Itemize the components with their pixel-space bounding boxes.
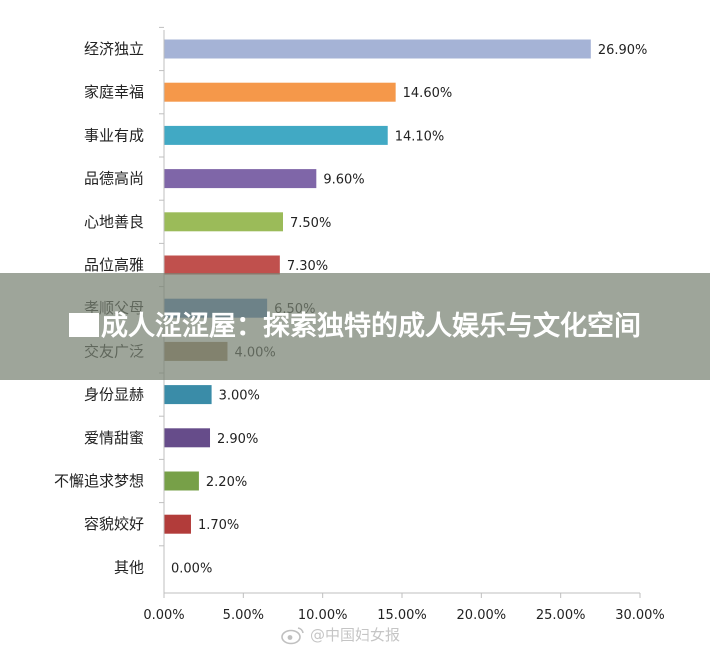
category-label: 品位高雅	[84, 256, 144, 274]
x-tick-label: 10.00%	[298, 608, 348, 623]
watermark: @中国妇女报	[280, 624, 400, 645]
banner-title: 成人涩涩屋：探索独特的成人娱乐与文化空间	[35, 309, 675, 345]
value-label: 1.70%	[198, 518, 239, 533]
category-label: 身份显赫	[84, 386, 144, 404]
value-label: 3.00%	[219, 389, 260, 404]
bar	[164, 385, 212, 405]
value-label: 7.30%	[287, 259, 328, 274]
axis-layer: 0.00% 5.00% 10.00% 15.00% 20.00% 25.00% 30.00%	[143, 26, 665, 623]
bar	[164, 125, 388, 145]
overlay-banner: 成人涩涩屋：探索独特的成人娱乐与文化空间	[0, 273, 710, 380]
category-label: 容貌姣好	[84, 515, 144, 533]
category-label: 品德高尚	[84, 170, 144, 188]
bar	[164, 169, 317, 189]
value-label: 14.60%	[403, 86, 453, 101]
value-label: 14.10%	[395, 129, 445, 144]
x-tick-label: 25.00%	[536, 608, 586, 623]
category-label: 事业有成	[84, 126, 144, 144]
category-label: 经济独立	[84, 40, 144, 58]
value-label: 7.50%	[290, 216, 331, 231]
value-label: 2.90%	[217, 432, 258, 447]
value-label: 2.20%	[206, 475, 247, 490]
x-tick-label: 5.00%	[223, 608, 264, 623]
watermark-text: @中国妇女报	[310, 626, 401, 644]
x-tick-label: 0.00%	[143, 608, 184, 623]
category-label: 爱情甜蜜	[84, 429, 144, 447]
x-tick-label: 30.00%	[615, 608, 665, 623]
bar	[164, 212, 283, 232]
value-label: 0.00%	[171, 561, 212, 576]
value-label: 9.60%	[323, 173, 364, 188]
category-label: 家庭幸福	[84, 83, 144, 101]
bar	[164, 39, 591, 59]
bar	[164, 82, 396, 102]
weibo-icon	[281, 626, 304, 644]
x-tick-label: 20.00%	[457, 608, 507, 623]
bar	[164, 514, 191, 534]
category-label: 心地善良	[84, 213, 144, 231]
square-glyph-icon	[69, 312, 99, 337]
category-label: 其他	[114, 558, 144, 576]
category-label: 不懈追求梦想	[54, 472, 144, 490]
value-label: 26.90%	[598, 43, 648, 58]
bar	[164, 255, 280, 275]
x-tick-label: 15.00%	[377, 608, 427, 623]
bar	[164, 471, 199, 491]
bar	[164, 428, 211, 448]
banner-title-text: 成人涩涩屋：探索独特的成人娱乐与文化空间	[101, 310, 641, 342]
